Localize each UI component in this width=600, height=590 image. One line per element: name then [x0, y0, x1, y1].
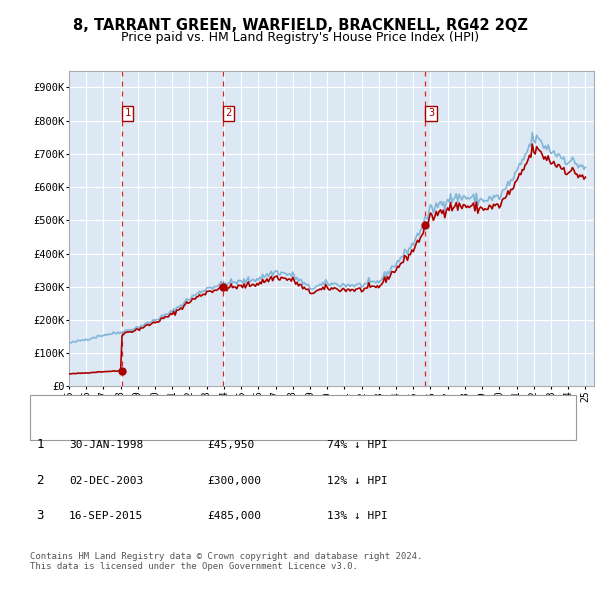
- Text: 2: 2: [225, 109, 232, 119]
- Text: 13% ↓ HPI: 13% ↓ HPI: [327, 512, 388, 521]
- Text: £45,950: £45,950: [207, 441, 254, 450]
- Text: 8, TARRANT GREEN, WARFIELD, BRACKNELL, RG42 2QZ (detached house): 8, TARRANT GREEN, WARFIELD, BRACKNELL, R…: [74, 402, 473, 412]
- Text: 8, TARRANT GREEN, WARFIELD, BRACKNELL, RG42 2QZ: 8, TARRANT GREEN, WARFIELD, BRACKNELL, R…: [73, 18, 527, 32]
- FancyBboxPatch shape: [30, 395, 576, 440]
- Text: 3: 3: [36, 509, 44, 522]
- Text: 1: 1: [36, 438, 44, 451]
- Text: 1: 1: [125, 109, 131, 119]
- Text: 74% ↓ HPI: 74% ↓ HPI: [327, 441, 388, 450]
- Text: Price paid vs. HM Land Registry's House Price Index (HPI): Price paid vs. HM Land Registry's House …: [121, 31, 479, 44]
- Text: 3: 3: [428, 109, 434, 119]
- Text: 30-JAN-1998: 30-JAN-1998: [69, 441, 143, 450]
- Text: HPI: Average price, detached house, Bracknell Forest: HPI: Average price, detached house, Brac…: [74, 425, 398, 435]
- Text: £485,000: £485,000: [207, 512, 261, 521]
- Text: 2: 2: [36, 474, 44, 487]
- Text: Contains HM Land Registry data © Crown copyright and database right 2024.
This d: Contains HM Land Registry data © Crown c…: [30, 552, 422, 571]
- Text: £300,000: £300,000: [207, 476, 261, 486]
- Text: 02-DEC-2003: 02-DEC-2003: [69, 476, 143, 486]
- Text: 16-SEP-2015: 16-SEP-2015: [69, 512, 143, 521]
- Text: 12% ↓ HPI: 12% ↓ HPI: [327, 476, 388, 486]
